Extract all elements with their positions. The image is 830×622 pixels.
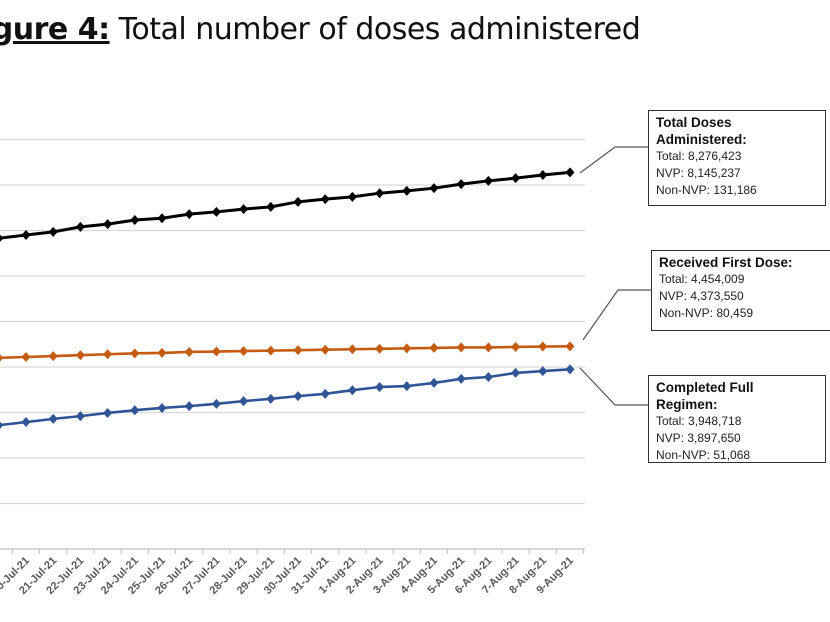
data-point-first: [211, 346, 221, 357]
data-point-first: [266, 345, 276, 356]
data-point-first: [75, 350, 85, 361]
data-point-total: [21, 230, 31, 241]
data-point-full: [48, 413, 58, 424]
data-point-total: [402, 185, 412, 196]
data-point-first: [511, 341, 521, 352]
data-point-total: [429, 183, 439, 194]
data-point-total: [48, 226, 58, 237]
data-point-first: [21, 351, 31, 362]
annotation-nvp: NVP: 8,145,237: [656, 166, 741, 180]
data-point-total: [483, 175, 493, 186]
data-point-full: [347, 385, 357, 396]
series-line-full: [0, 368, 571, 427]
annotation-non-nvp: Non-NVP: 80,459: [659, 306, 754, 320]
title-text: Total number of doses administered: [118, 12, 641, 47]
callout-line: [582, 289, 651, 341]
data-point-first: [402, 343, 412, 354]
data-point-first: [130, 348, 140, 359]
annotation-heading: Completed Full Regimen:: [656, 380, 754, 412]
data-point-full: [483, 372, 493, 383]
data-point-first: [483, 342, 493, 353]
data-point-full: [211, 398, 221, 409]
data-point-full: [456, 373, 466, 384]
data-point-first: [565, 341, 575, 352]
data-point-first: [375, 343, 385, 354]
chart-title: Figure 4: Total number of doses administ…: [0, 12, 641, 47]
data-point-full: [130, 405, 140, 416]
data-point-first: [157, 347, 167, 358]
data-point-total: [266, 201, 276, 212]
data-point-full: [375, 382, 385, 393]
data-point-first: [103, 349, 113, 360]
annotation-total-doses: Total Doses Administered: Total: 8,276,4…: [648, 110, 826, 206]
data-point-total: [347, 191, 357, 202]
annotation-non-nvp: Non-NVP: 131,186: [656, 183, 757, 197]
data-point-first: [538, 341, 548, 352]
annotation-nvp: NVP: 3,897,650: [656, 431, 741, 445]
data-point-first: [320, 344, 330, 355]
annotation-total: Total: 4,454,009: [659, 272, 745, 286]
data-point-full: [402, 381, 412, 392]
data-point-total: [565, 167, 575, 178]
data-point-first: [48, 351, 58, 362]
annotation-non-nvp: Non-NVP: 51,068: [656, 448, 751, 462]
data-point-total: [75, 221, 85, 232]
data-point-full: [184, 401, 194, 412]
data-point-full: [511, 367, 521, 378]
annotation-first-dose: Received First Dose: Total: 4,454,009 NV…: [651, 250, 830, 331]
annotation-full-regimen: Completed Full Regimen: Total: 3,948,718…: [648, 375, 826, 463]
annotation-total: Total: 8,276,423: [656, 149, 742, 163]
callout-line: [579, 146, 648, 174]
annotation-total: Total: 3,948,718: [656, 414, 742, 428]
data-point-total: [375, 188, 385, 199]
data-point-total: [239, 204, 249, 215]
annotation-heading: Received First Dose:: [659, 255, 793, 270]
data-point-first: [429, 342, 439, 353]
figure-label: Figure 4:: [0, 12, 110, 47]
callout-line: [579, 367, 648, 406]
data-point-full: [157, 402, 167, 413]
data-point-total: [511, 173, 521, 184]
data-point-total: [0, 234, 4, 242]
data-point-full: [293, 391, 303, 402]
data-point-first: [0, 354, 4, 362]
data-point-full: [538, 366, 548, 377]
data-point-total: [184, 209, 194, 220]
data-point-total: [456, 179, 466, 190]
data-point-total: [211, 206, 221, 217]
data-point-total: [157, 213, 167, 224]
data-point-total: [538, 169, 548, 180]
data-point-full: [21, 417, 31, 428]
data-point-full: [266, 393, 276, 404]
data-point-full: [103, 407, 113, 418]
data-point-full: [565, 364, 575, 375]
data-point-full: [320, 388, 330, 399]
data-point-first: [293, 345, 303, 356]
data-point-first: [184, 346, 194, 357]
data-point-total: [103, 219, 113, 230]
data-point-full: [75, 411, 85, 422]
data-point-first: [347, 344, 357, 355]
data-point-total: [130, 215, 140, 226]
data-point-total: [293, 196, 303, 207]
data-point-full: [239, 396, 249, 407]
data-point-full: [429, 377, 439, 388]
annotation-heading: Total Doses Administered:: [656, 115, 747, 147]
series-line-first: [0, 345, 571, 360]
data-point-full: [0, 421, 4, 429]
data-point-first: [456, 342, 466, 353]
data-point-first: [239, 346, 249, 357]
annotation-nvp: NVP: 4,373,550: [659, 289, 744, 303]
series-line-total: [0, 170, 571, 240]
data-point-total: [320, 194, 330, 205]
